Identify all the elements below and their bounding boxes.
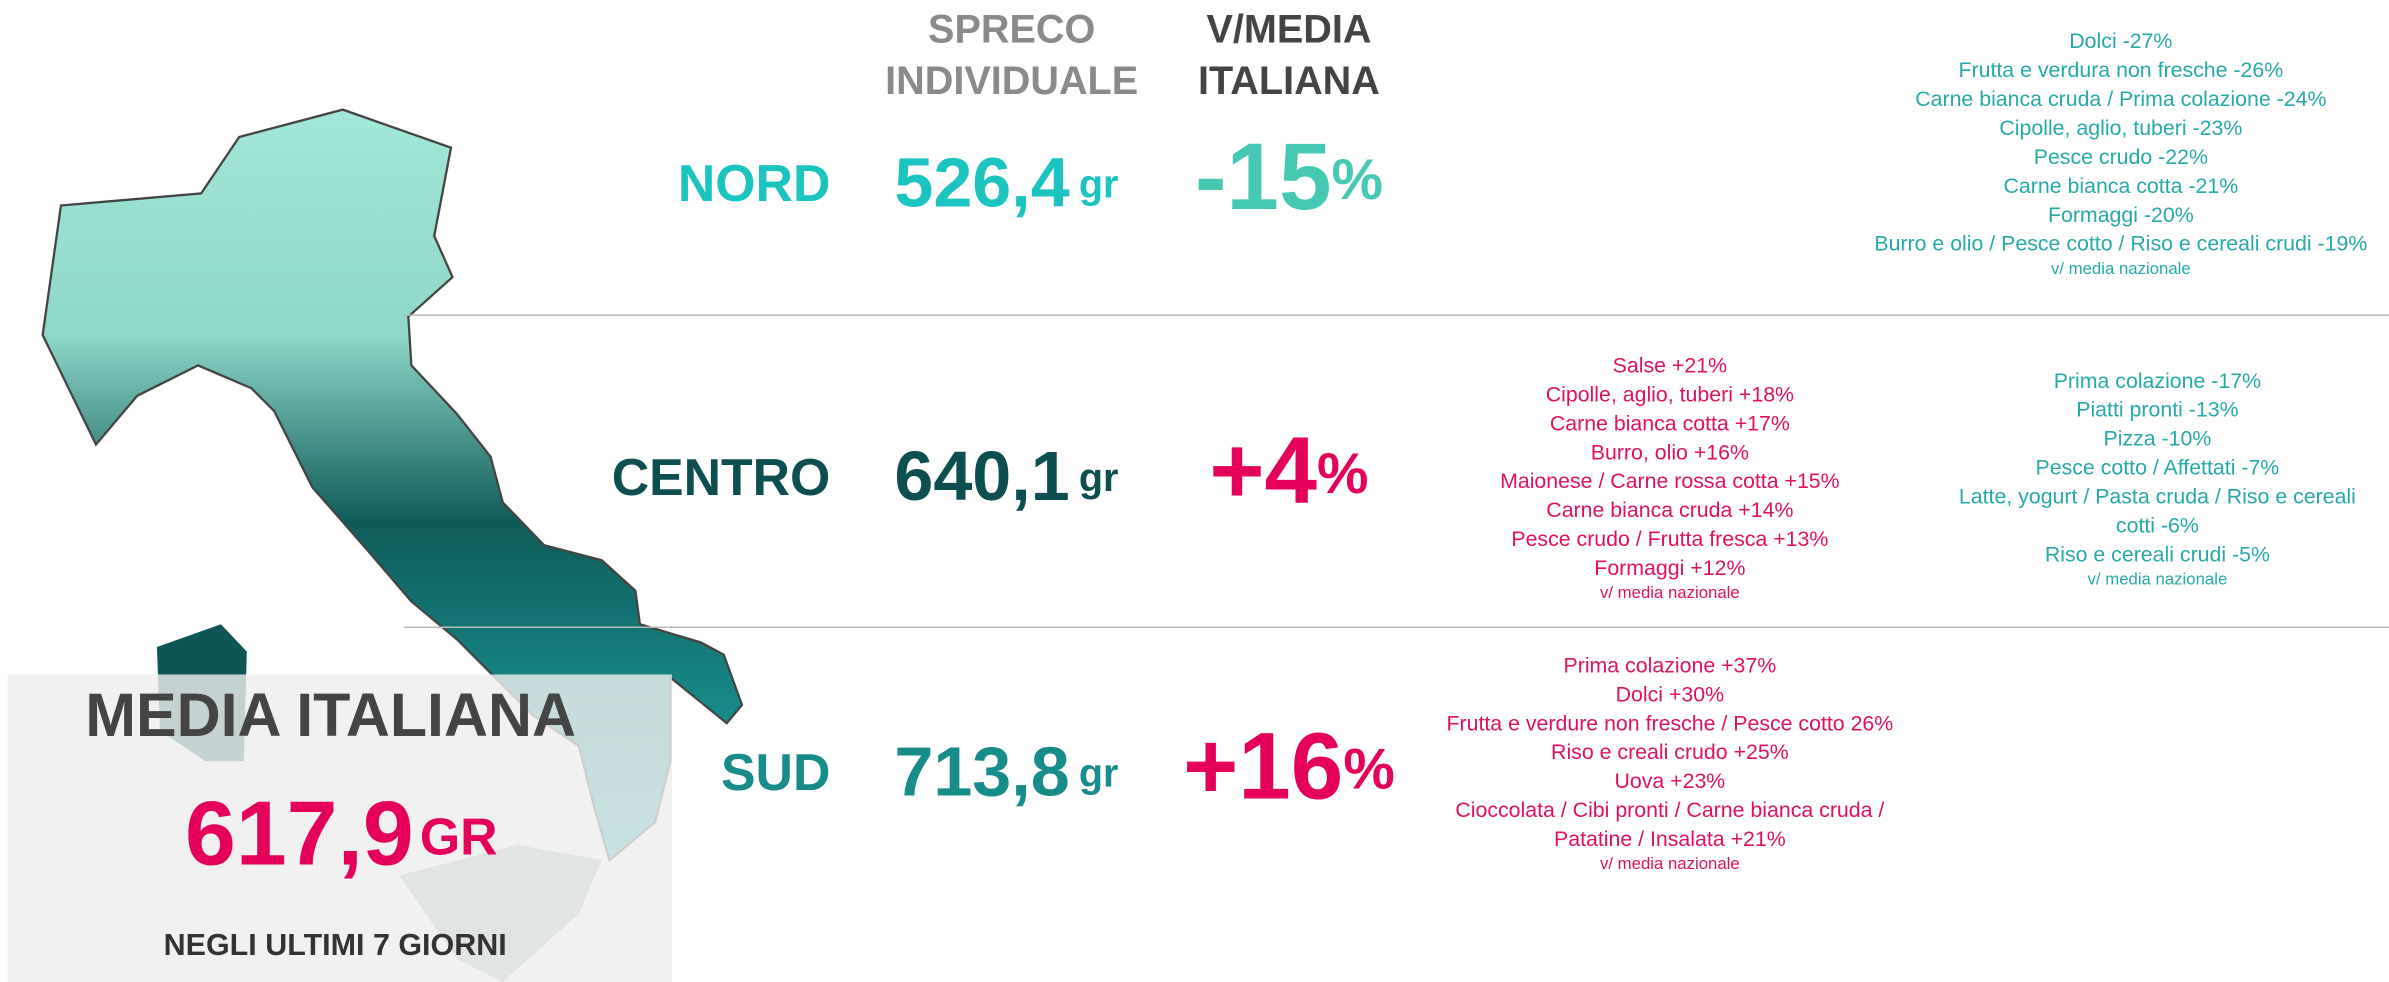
value-unit: gr xyxy=(1079,163,1119,207)
note-line: Pesce crudo / Frutta fresca +13% xyxy=(1511,527,1828,551)
note-line: Salse +21% xyxy=(1613,354,1727,378)
column-header: V/MEDIA xyxy=(1206,7,1371,51)
note-line: Carne bianca cruda +14% xyxy=(1546,498,1793,522)
region-name: SUD xyxy=(721,743,830,801)
note-line: Carne bianca cotta +17% xyxy=(1550,411,1790,435)
note-line: Cipolle, aglio, tuberi +18% xyxy=(1546,382,1794,406)
note-line: Dolci -27% xyxy=(2069,29,2172,53)
average-number: 617,9 xyxy=(185,783,414,885)
note-footnote: v/ media nazionale xyxy=(2051,259,2191,278)
average-caption: NEGLI ULTIMI 7 GIORNI xyxy=(164,928,507,962)
note-line: Formaggi +12% xyxy=(1594,556,1745,580)
note-line: Carne bianca cotta -21% xyxy=(2004,174,2239,198)
average-title: MEDIA ITALIANA xyxy=(85,681,576,749)
region-diff: -15% xyxy=(1195,125,1383,230)
region-value: 713,8 gr xyxy=(894,732,1118,810)
note-footnote: v/ media nazionale xyxy=(1600,583,1740,602)
diff-unit: % xyxy=(1331,149,1382,213)
note-line: Patatine / Insalata +21% xyxy=(1554,827,1786,851)
note-line: Prima colazione +37% xyxy=(1563,653,1776,677)
note-line: Burro e olio / Pesce cotto / Riso e cere… xyxy=(1874,232,2367,256)
region-value: 526,4 gr xyxy=(894,143,1118,221)
note-line: Latte, yogurt / Pasta cruda / Riso e cer… xyxy=(1959,484,2356,508)
note-footnote: v/ media nazionale xyxy=(2088,569,2228,588)
value-unit: gr xyxy=(1079,752,1119,796)
diff-number: +4 xyxy=(1209,419,1317,524)
note-line: Frutta e verdura non fresche -26% xyxy=(1958,58,2283,82)
region-value: 640,1 gr xyxy=(894,437,1118,515)
region-name: CENTRO xyxy=(612,448,831,506)
content: SPRECO INDIVIDUALE V/MEDIA ITALIANA NORD 526,… xyxy=(85,7,2367,962)
note-line: Piatti pronti -13% xyxy=(2076,398,2238,422)
note-line: Cioccolata / Cibi pronti / Carne bianca … xyxy=(1455,798,1884,822)
region-diff: +4% xyxy=(1209,419,1368,524)
value-number: 713,8 xyxy=(894,732,1069,810)
value-number: 526,4 xyxy=(894,143,1069,221)
note-line: Maionese / Carne rossa cotta +15% xyxy=(1500,469,1840,493)
diff-unit: % xyxy=(1317,442,1368,506)
diff-unit: % xyxy=(1343,738,1394,802)
note-line: Formaggi -20% xyxy=(2048,203,2194,227)
note-line: Pesce crudo -22% xyxy=(2034,145,2208,169)
note-line: Burro, olio +16% xyxy=(1591,440,1749,464)
note-line: Dolci +30% xyxy=(1616,682,1724,706)
note-line: Frutta e verdure non fresche / Pesce cot… xyxy=(1446,711,1893,735)
mainland xyxy=(41,108,744,863)
column-header: ITALIANA xyxy=(1198,59,1380,103)
region-diff: +16% xyxy=(1183,714,1395,819)
note-line: Riso e creali crudo +25% xyxy=(1551,740,1789,764)
note-line: Cipolle, aglio, tuberi -23% xyxy=(1999,116,2242,140)
diff-number: -15 xyxy=(1195,125,1332,230)
value-unit: gr xyxy=(1079,457,1119,501)
note-line: Carne bianca cruda / Prima colazione -24… xyxy=(1915,87,2326,111)
average-value: 617,9 GR xyxy=(185,783,498,885)
note-line: cotti -6% xyxy=(2116,513,2199,537)
note-line: Pizza -10% xyxy=(2103,427,2211,451)
value-number: 640,1 xyxy=(894,437,1069,515)
note-line: Prima colazione -17% xyxy=(2054,369,2261,393)
average-box xyxy=(7,674,672,982)
note-line: Riso e cereali crudi -5% xyxy=(2045,542,2270,566)
note-footnote: v/ media nazionale xyxy=(1600,854,1740,873)
column-header: INDIVIDUALE xyxy=(885,59,1138,103)
note-line: Uova +23% xyxy=(1614,769,1725,793)
column-header: SPRECO xyxy=(928,7,1095,51)
region-name: NORD xyxy=(678,154,830,212)
diff-number: +16 xyxy=(1183,714,1343,819)
average-unit: GR xyxy=(420,807,498,865)
note-line: Pesce cotto / Affettati -7% xyxy=(2036,456,2280,480)
